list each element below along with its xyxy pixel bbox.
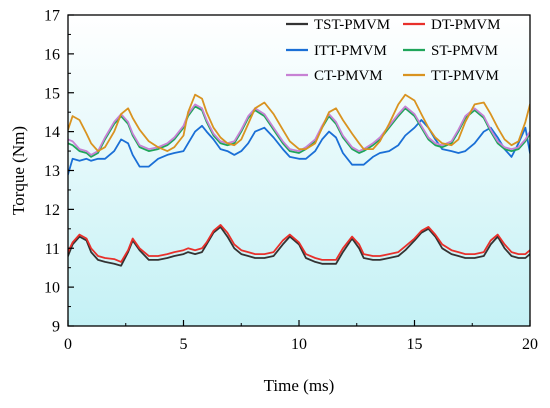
x-tick-label: 10 [291, 336, 307, 353]
y-axis-title: Torque (Nm) [9, 126, 28, 215]
x-axis-title: Time (ms) [264, 376, 335, 395]
y-tick-label: 13 [44, 163, 60, 180]
y-tick-label: 15 [44, 85, 60, 102]
y-tick-label: 11 [45, 241, 60, 258]
x-tick-label: 5 [180, 336, 188, 353]
legend-label-itt-pmvm: ITT-PMVM [314, 43, 387, 59]
x-tick-label: 0 [64, 336, 72, 353]
plot-background [68, 15, 530, 326]
legend-label-st-pmvm: ST-PMVM [431, 43, 498, 59]
legend-label-tt-pmvm: TT-PMVM [431, 68, 499, 84]
legend-label-tst-pmvm: TST-PMVM [314, 17, 390, 33]
y-tick-label: 17 [44, 8, 60, 25]
y-tick-label: 16 [44, 46, 60, 63]
x-tick-label: 15 [407, 336, 423, 353]
y-tick-label: 14 [44, 124, 60, 141]
legend-label-dt-pmvm: DT-PMVM [431, 17, 500, 33]
x-tick-label: 20 [522, 336, 538, 353]
y-tick-label: 12 [44, 202, 60, 219]
y-tick-label: 10 [44, 280, 60, 297]
y-tick-label: 9 [52, 319, 60, 336]
legend-label-ct-pmvm: CT-PMVM [314, 68, 383, 84]
